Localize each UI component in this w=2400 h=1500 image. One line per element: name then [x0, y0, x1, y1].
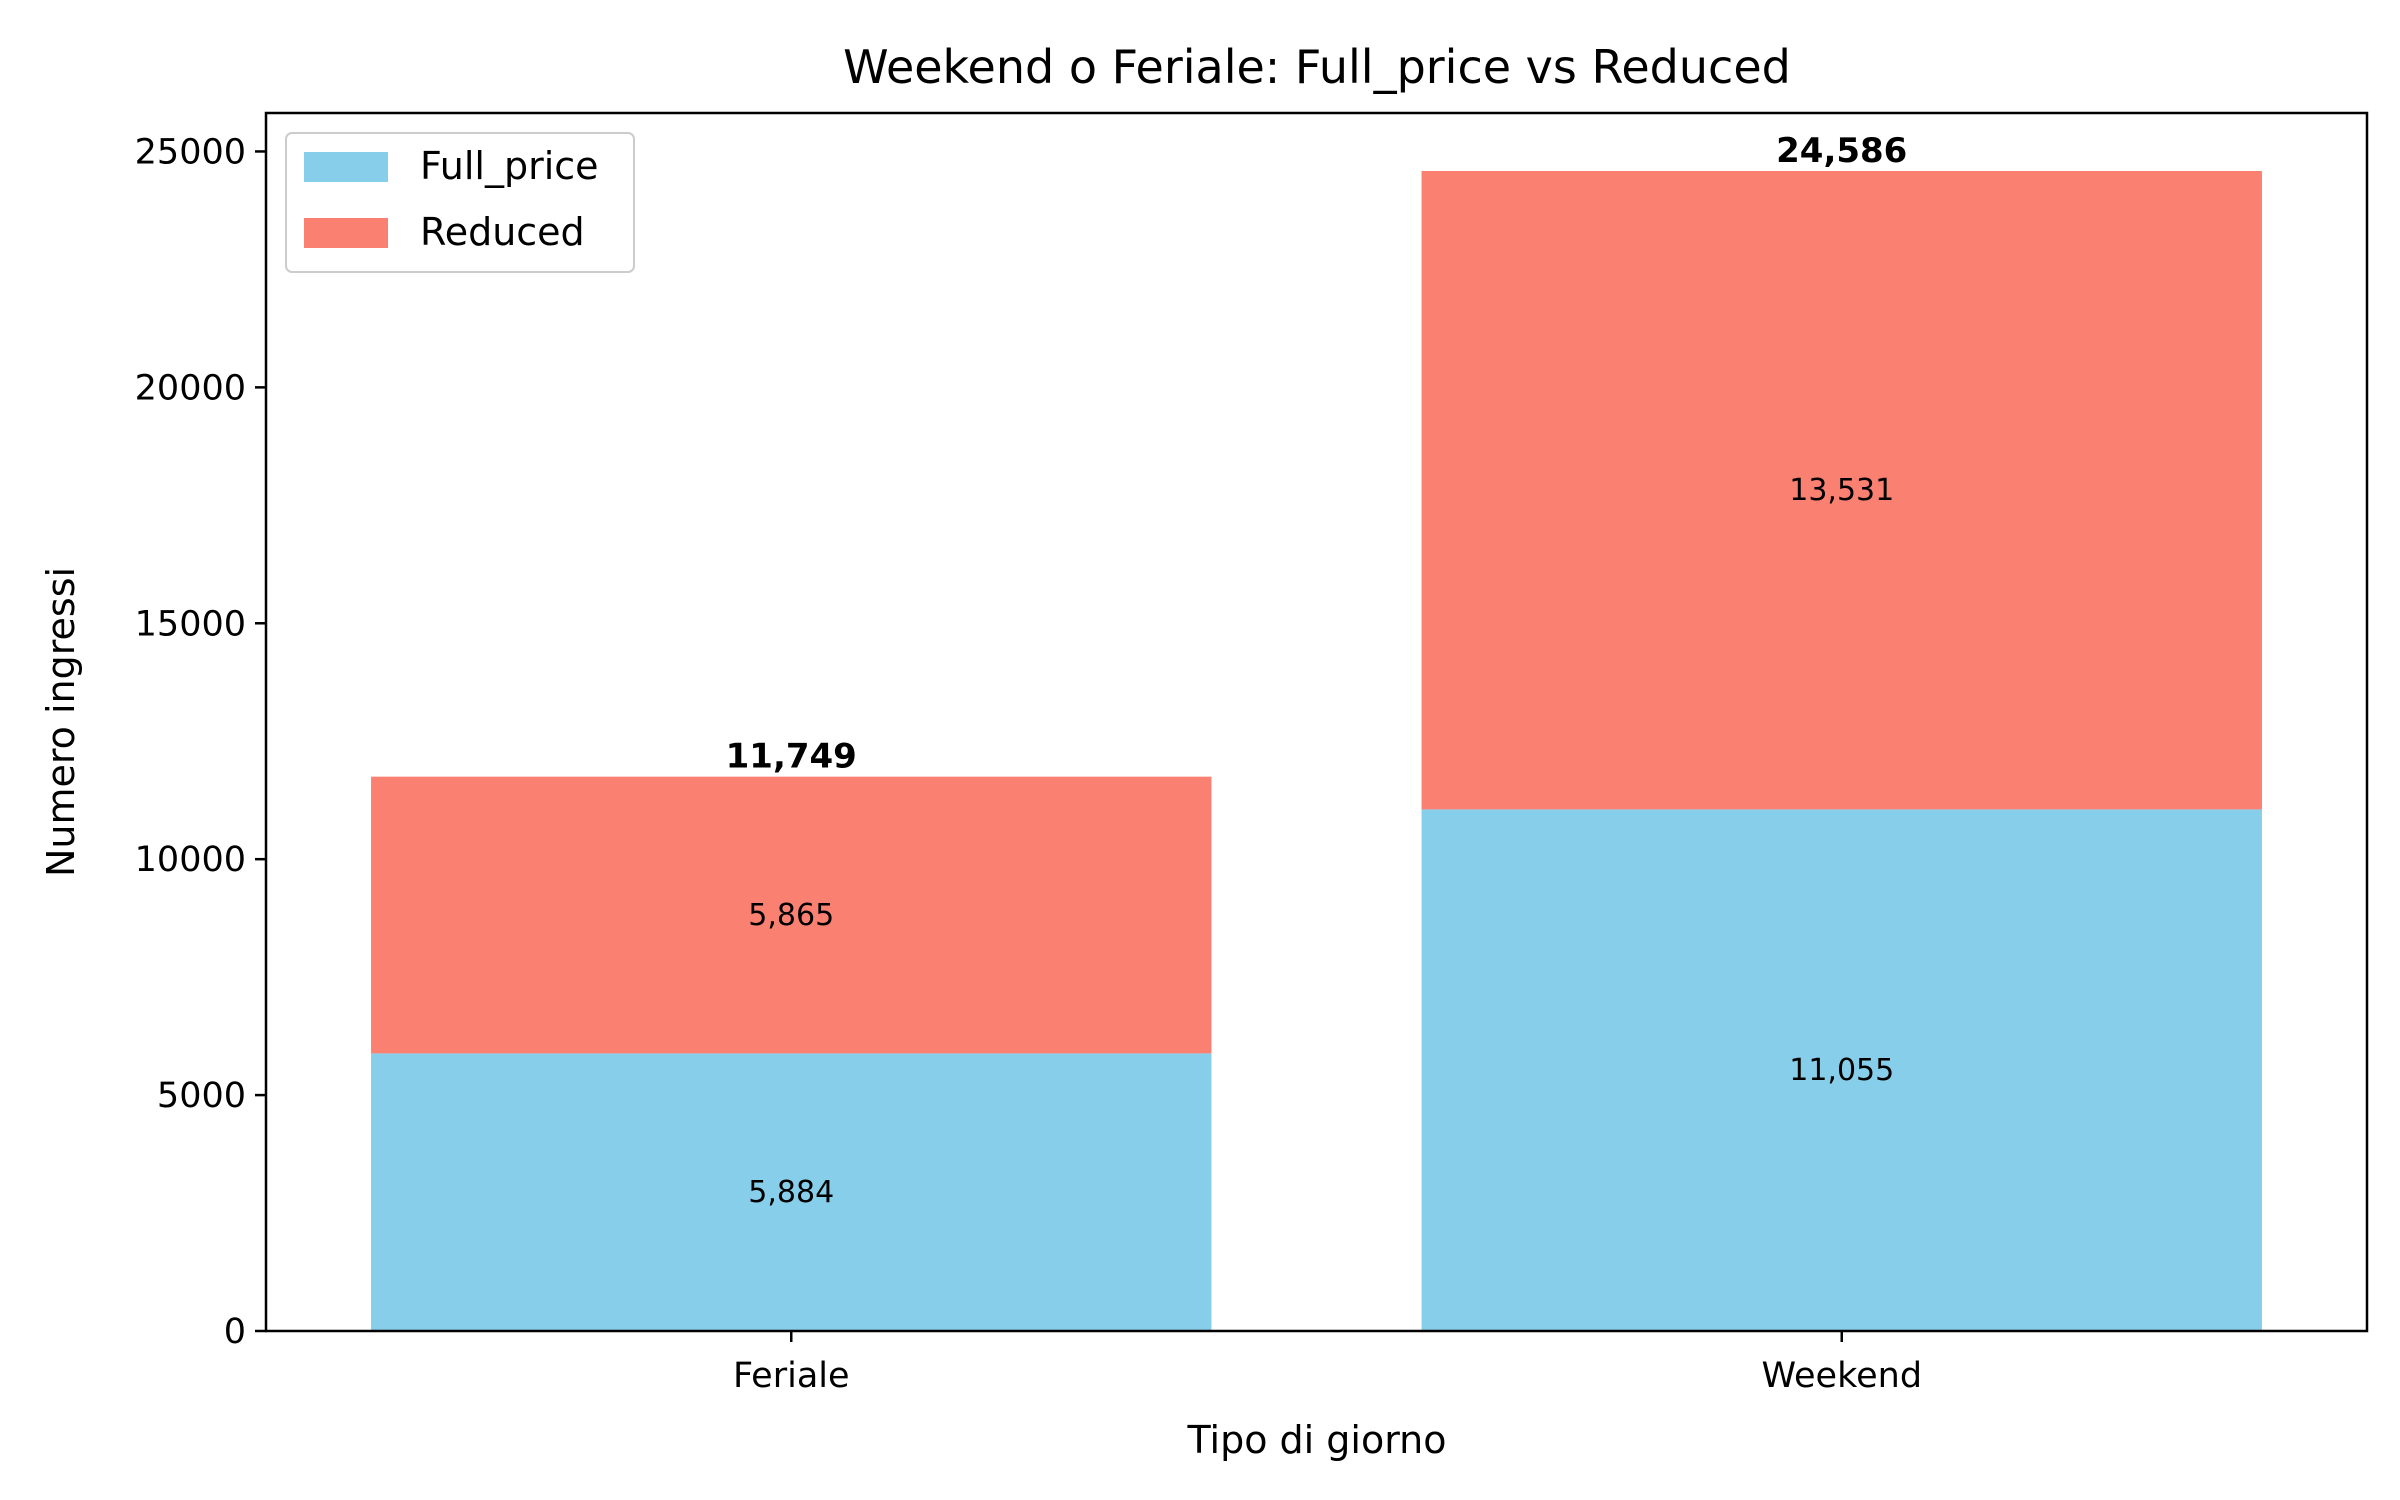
bar-full-price-feriale	[371, 1053, 1212, 1331]
segment-value-label: 11,055	[1789, 1053, 1894, 1088]
x-tick-label: Feriale	[733, 1356, 850, 1396]
y-tick-label: 0	[224, 1312, 246, 1352]
total-value-label: 11,749	[726, 737, 857, 777]
bars-group	[371, 170, 2262, 1331]
segment-value-label: 5,884	[748, 1175, 834, 1210]
total-labels-group: 11,749 24,586	[726, 131, 1908, 777]
y-tick-label: 5000	[157, 1076, 246, 1116]
bar-reduced-feriale	[371, 776, 1212, 1054]
x-axis: Feriale Weekend	[733, 1331, 1922, 1396]
y-tick-label: 25000	[135, 132, 246, 172]
x-axis-label: Tipo di giorno	[1186, 1418, 1446, 1462]
legend-swatch	[304, 218, 388, 248]
total-value-label: 24,586	[1776, 131, 1907, 171]
segment-labels-group: 5,884 5,865 11,055 13,531	[748, 473, 1894, 1210]
segment-value-label: 13,531	[1789, 473, 1894, 508]
bar-full-price-weekend	[1421, 809, 2262, 1331]
chart-title: Weekend o Feriale: Full_price vs Reduced	[843, 40, 1791, 94]
x-tick-label: Weekend	[1761, 1356, 1922, 1396]
segment-value-label: 5,865	[748, 898, 834, 933]
bar-reduced-weekend	[1421, 170, 2262, 810]
y-tick-label: 20000	[135, 368, 246, 408]
plot-frame	[264, 111, 2369, 1333]
legend-swatch	[304, 152, 388, 182]
y-tick-label: 10000	[135, 840, 246, 880]
y-axis: 0 5000 10000 15000 20000 25000	[135, 132, 266, 1352]
legend-label: Reduced	[420, 210, 585, 254]
legend-label: Full_price	[420, 144, 599, 188]
y-tick-label: 15000	[135, 604, 246, 644]
legend: Full_price Reduced	[285, 132, 635, 273]
y-axis-label: Numero ingressi	[39, 567, 83, 877]
